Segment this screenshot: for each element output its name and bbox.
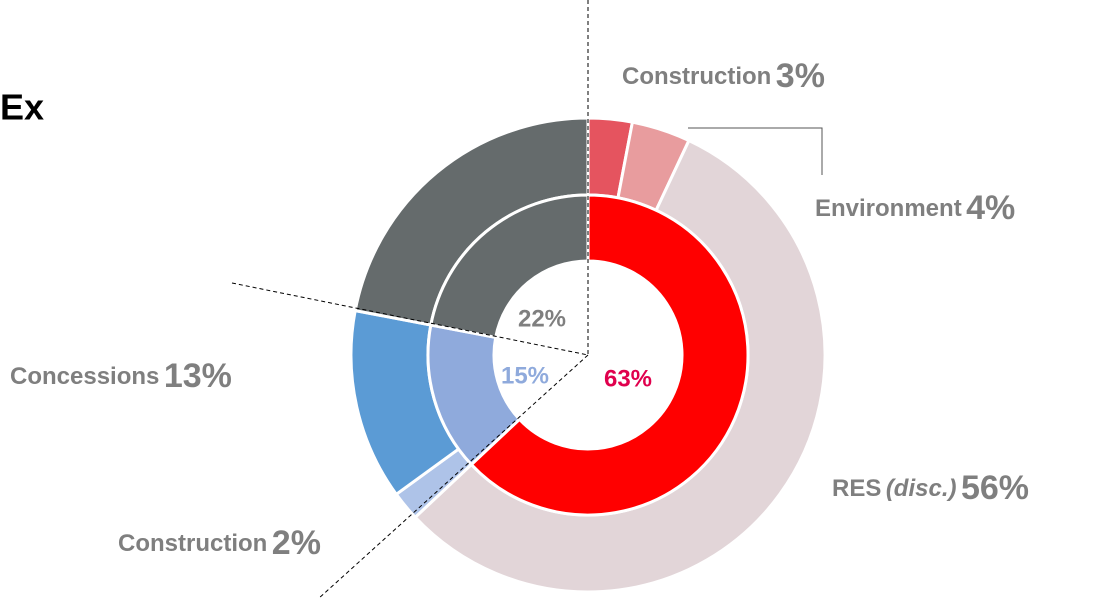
label-name: Construction bbox=[118, 530, 267, 557]
label-value: 56% bbox=[961, 469, 1029, 507]
guides bbox=[231, 0, 589, 599]
label-name: Concessions bbox=[10, 363, 159, 390]
label-value: 4% bbox=[966, 189, 1015, 227]
inner-label: 22% bbox=[518, 305, 566, 332]
inner-segment bbox=[429, 193, 590, 340]
inner-label: 15% bbox=[501, 362, 549, 389]
outer-label: RES (disc.) 56% bbox=[832, 469, 1029, 507]
inner-label: 63% bbox=[604, 365, 652, 392]
outer-label: Concessions 13% bbox=[10, 357, 232, 395]
outer-label: Environment 4% bbox=[815, 189, 1015, 227]
label-value: 3% bbox=[776, 57, 825, 95]
rings bbox=[349, 116, 827, 594]
guide-line bbox=[231, 282, 589, 356]
guide-line bbox=[317, 354, 589, 599]
label-qualifier: (disc.) bbox=[886, 475, 957, 502]
leader-line bbox=[688, 127, 823, 175]
label-value: 13% bbox=[164, 357, 232, 395]
label-name: Environment bbox=[815, 195, 962, 222]
label-name: RES bbox=[832, 475, 881, 502]
labels: Construction 3% Environment 4% RES (disc.)… bbox=[10, 57, 1029, 562]
chart-title: Ex bbox=[0, 87, 44, 128]
inner-segment bbox=[469, 193, 750, 517]
outer-label: Construction 3% bbox=[622, 57, 825, 95]
outer-label: Construction 2% bbox=[118, 524, 321, 562]
label-value: 2% bbox=[272, 524, 321, 562]
label-name: Construction bbox=[622, 63, 771, 90]
